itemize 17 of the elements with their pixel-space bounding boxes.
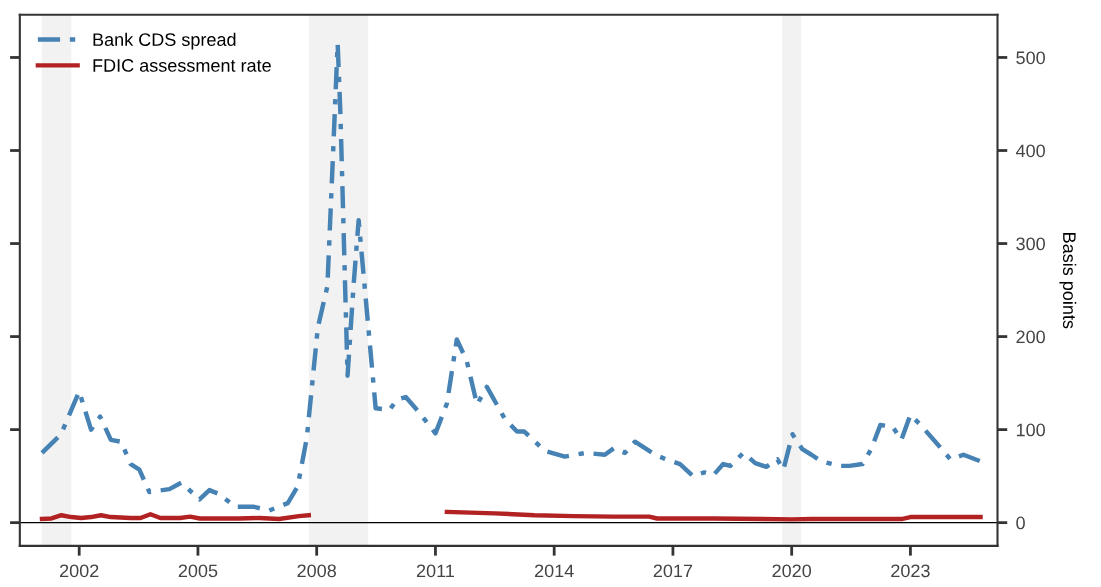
x-tick-label: 2020 [772,564,812,578]
legend-label: Bank CDS spread [93,32,236,50]
x-tick-label: 2014 [535,564,574,578]
x-tick-label: 2008 [297,564,336,578]
y-tick-label: 500 [1016,51,1045,65]
x-tick-label: 2011 [416,564,454,578]
y-tick-label: 200 [1016,330,1045,344]
y-tick-label: 0 [1016,516,1025,530]
x-tick-label: 2017 [653,564,693,578]
x-tick-label: 2002 [60,564,99,578]
y-tick-label: 100 [1016,423,1045,437]
x-tick-label: 2005 [178,564,218,578]
y-tick-label: 400 [1015,144,1045,158]
x-tick-label: 2023 [891,564,930,578]
legend-label: FDIC assessment rate [93,59,271,72]
y-axis-title: Basis points [1059,233,1077,329]
y-tick-label: 300 [1016,237,1045,251]
